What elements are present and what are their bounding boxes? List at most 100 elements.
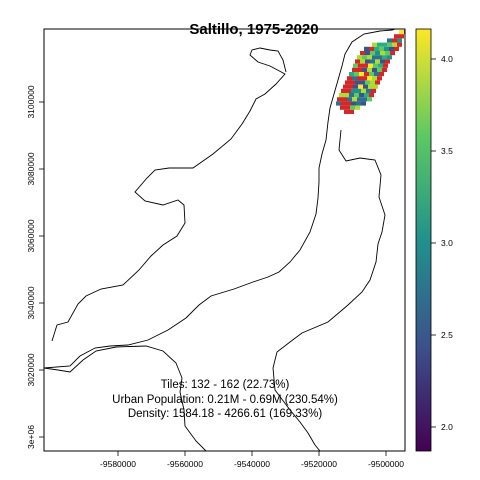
urban-tile [359,72,364,77]
urban-tile [377,42,382,47]
urban-tiles-layer [336,30,405,114]
urban-tile [378,63,383,68]
urban-tile [382,55,387,60]
urban-tile [385,59,390,64]
x-tick-label: -9520000 [301,459,337,469]
urban-tile [362,67,367,72]
y-tick-label: 3080000 [26,152,36,185]
urban-tile [380,59,385,64]
urban-tile [392,42,397,47]
urban-tile [358,63,363,68]
y-tick-label: 3e+06 [26,425,36,449]
urban-tile [387,38,392,43]
urban-tile [362,97,367,102]
urban-tile [344,109,349,114]
urban-tile [384,46,389,51]
urban-tile [345,80,350,85]
tiles-annotation: Tiles: 132 - 162 (22.73%) [161,379,290,391]
urban-tile [347,97,352,102]
urban-tile [362,55,367,60]
x-axis: -9580000 -9560000 -9540000 -9520000 -9500000 [100,451,404,469]
municipality-boundary-east [272,129,386,451]
map-panel [43,28,406,452]
colorbar-ticks: 2.0 2.5 3.0 3.5 4.0 [431,54,453,432]
urban-tile [382,67,387,72]
urban-tile [363,63,368,68]
urban-tile [336,101,341,106]
urban-tile [372,67,377,72]
urban-tile [375,59,380,64]
colorbar-tick-label: 2.0 [441,422,453,432]
urban-tile [360,51,365,56]
urban-tile [354,93,359,98]
urban-tile [367,67,372,72]
urban-tile [355,59,360,64]
density-annotation: Density: 1584.18 - 4266.61 (169.33%) [128,408,323,420]
urban-tile [366,88,371,93]
urban-tile [360,59,365,64]
urban-tile [372,42,377,47]
urban-tile [361,101,366,106]
urban-tile [356,88,361,93]
urban-tile [373,84,378,89]
urban-tile [340,105,345,110]
y-tick-label: 3100000 [26,85,36,118]
urban-tile [382,42,387,47]
urban-tile [392,38,397,43]
urban-tile [360,80,365,85]
urban-tile [355,80,360,85]
urban-tile [374,72,379,77]
urban-tile [345,105,350,110]
urban-tile [351,101,356,106]
urban-tile [371,88,376,93]
urban-tile [367,97,372,102]
y-axis: 3e+06 3020000 3040000 3060000 3080000 3100000 [26,85,44,449]
urban-tile [369,46,374,51]
urban-tile [379,72,384,77]
colorbar-tick-label: 4.0 [441,54,453,64]
urban-tile [377,55,382,60]
urban-tile [341,101,346,106]
urban-tile [355,105,360,110]
urban-tile [365,51,370,56]
y-tick-label: 3060000 [26,219,36,252]
urban-tile [364,72,369,77]
urban-tile [364,93,369,98]
urban-tile [370,59,375,64]
urban-tile [346,88,351,93]
urban-tile [383,63,388,68]
x-tick-label: -9540000 [234,459,270,469]
colorbar-tick-label: 2.5 [441,330,453,340]
urban-tile [364,46,369,51]
urban-tile [374,46,379,51]
urban-tile [363,84,368,89]
urban-tile [347,76,352,81]
urban-tile [353,84,358,89]
urban-tile [358,84,363,89]
urban-tile [375,80,380,85]
urban-tile [379,46,384,51]
urban-tile [362,76,367,81]
urban-tile [356,101,361,106]
urban-tile [343,84,348,89]
urban-tile [357,97,362,102]
urban-tile [394,34,399,39]
x-tick-label: -9580000 [100,459,136,469]
urban-tile [387,55,392,60]
municipality-boundary-inner [51,47,287,342]
urban-tile [397,42,402,47]
urban-tile [348,84,353,89]
urban-tile [380,51,385,56]
colorbar-gradient [415,28,432,452]
urban-tile [339,93,344,98]
urban-tile [350,105,355,110]
urban-tile [359,93,364,98]
urban-tile [365,59,370,64]
y-tick-label: 3020000 [26,353,36,386]
urban-tile [377,67,382,72]
colorbar: 2.0 2.5 3.0 3.5 4.0 [415,28,453,452]
urban-tile [357,67,362,72]
urban-tile [367,76,372,81]
urban-tile [344,93,349,98]
